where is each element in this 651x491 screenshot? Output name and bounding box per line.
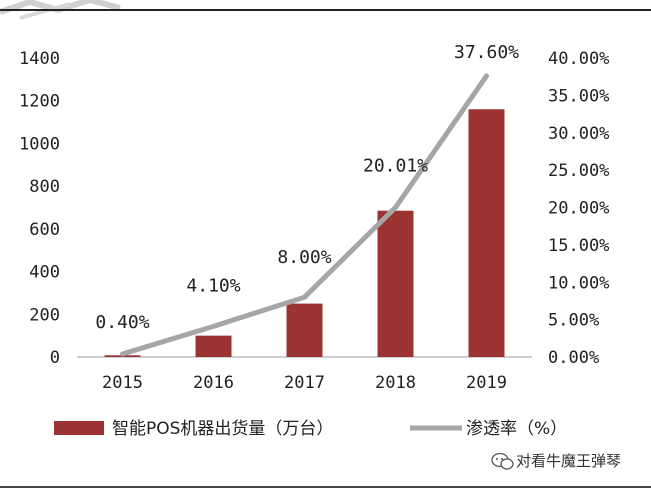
- watermark-text: 对看牛魔王弹琴: [516, 452, 621, 470]
- y-right-tick-label: 0.00%: [548, 348, 599, 368]
- legend-bar-label: 智能POS机器出货量（万台）: [112, 419, 333, 439]
- bar: [195, 335, 232, 357]
- x-tick-label: 2016: [193, 373, 234, 393]
- series-line: [120, 73, 489, 357]
- data-label: 8.00%: [277, 247, 331, 268]
- axes: 0 200 400 600 800 1000 1200 1400 0.00% 5.00% 10.00…: [19, 49, 609, 393]
- x-tick-label: 2017: [284, 373, 325, 393]
- y-right-tick-label: 5.00%: [548, 311, 599, 331]
- y-left-tick-label: 1400: [19, 49, 60, 69]
- bar: [377, 210, 414, 357]
- y-right-tick-label: 35.00%: [548, 86, 609, 106]
- data-labels: 0.40% 4.10% 8.00% 20.01% 37.60%: [95, 42, 519, 333]
- data-label: 20.01%: [363, 155, 428, 176]
- data-label: 4.10%: [186, 275, 240, 296]
- data-label: 0.40%: [95, 312, 149, 333]
- y-left-tick-label: 600: [29, 220, 60, 240]
- y-right-tick-label: 20.00%: [548, 199, 609, 219]
- line-layer: [120, 73, 489, 357]
- wechat-icon: [491, 452, 514, 470]
- bars: [104, 109, 505, 357]
- legend: 智能POS机器出货量（万台） 渗透率（%）: [54, 419, 567, 439]
- y-right-tick-label: 15.00%: [548, 236, 609, 256]
- x-tick-label: 2018: [375, 373, 416, 393]
- bar: [468, 109, 505, 357]
- x-tick-label: 2015: [102, 373, 143, 393]
- y-left-tick-label: 800: [29, 177, 60, 197]
- legend-line-label: 渗透率（%）: [466, 419, 567, 439]
- bar: [286, 303, 323, 357]
- y-right-tick-label: 30.00%: [548, 124, 609, 144]
- y-left-tick-label: 0: [50, 348, 60, 368]
- y-left-tick-label: 1000: [19, 134, 60, 154]
- y-right-tick-label: 10.00%: [548, 273, 609, 293]
- y-left-tick-label: 200: [29, 305, 60, 325]
- y-right-tick-label: 25.00%: [548, 161, 609, 181]
- x-tick-label: 2019: [466, 373, 507, 393]
- y-right-tick-label: 40.00%: [548, 49, 609, 69]
- watermark: 对看牛魔王弹琴: [491, 452, 621, 470]
- data-label: 37.60%: [454, 42, 519, 63]
- y-left-tick-label: 1200: [19, 92, 60, 112]
- legend-bar-swatch: [54, 421, 104, 435]
- y-left-tick-label: 400: [29, 263, 60, 283]
